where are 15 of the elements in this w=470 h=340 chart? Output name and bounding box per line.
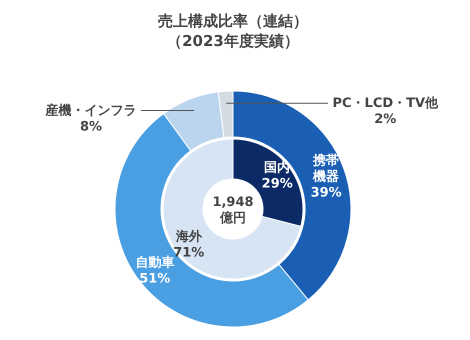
data-label: 71%: [173, 245, 204, 260]
slice-label: 携帯機器: [312, 152, 340, 184]
slice-label: 産機・インフラ: [44, 102, 136, 118]
slice-label: PC・LCD・TV他: [332, 96, 440, 112]
data-label: 29%: [262, 176, 293, 192]
data-label: 51%: [139, 272, 170, 287]
text: 1,948: [212, 195, 254, 210]
slice-label: 海外: [174, 229, 203, 244]
text: 億円: [219, 210, 246, 226]
slice-label: 自動車: [135, 256, 174, 271]
chart-subtitle: （2023年度実績）: [167, 32, 299, 50]
chart-title: 売上構成比率（連結）: [158, 12, 308, 30]
data-label: 8%: [80, 119, 102, 134]
data-label: 2%: [374, 112, 396, 128]
data-label: 39%: [310, 185, 342, 200]
